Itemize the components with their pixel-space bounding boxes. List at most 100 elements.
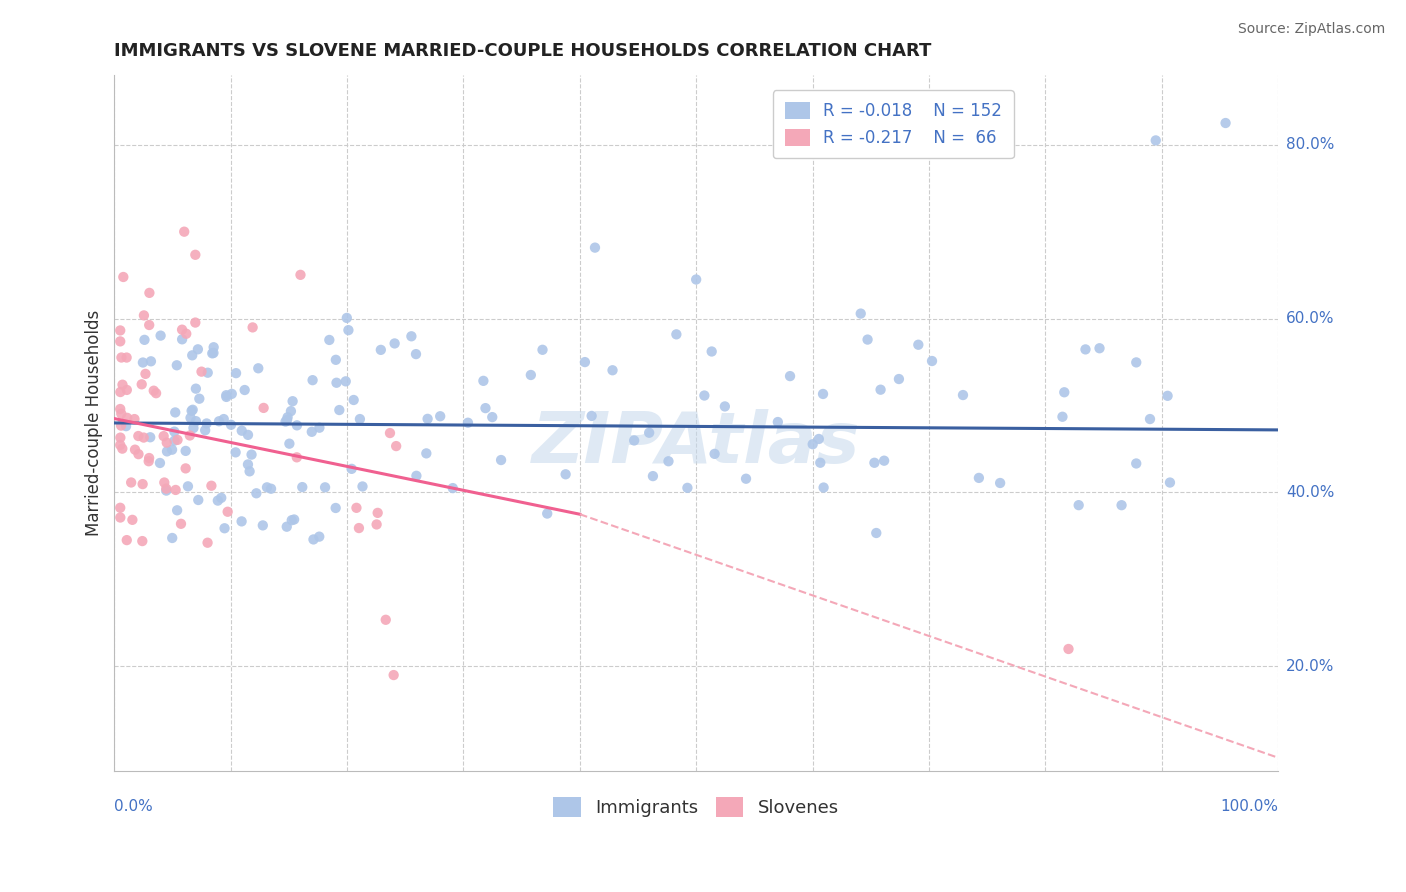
Point	[110, 500, 132, 515]
Point	[813, 481, 835, 495]
Point	[863, 456, 886, 470]
Point	[1074, 343, 1097, 357]
Point	[155, 483, 177, 498]
Text: 0.0%: 0.0%	[114, 798, 153, 814]
Point	[214, 521, 236, 535]
Point	[236, 428, 259, 442]
Point	[195, 417, 218, 431]
Point	[138, 450, 160, 465]
Point	[347, 521, 370, 535]
Point	[536, 507, 558, 521]
Point	[120, 475, 142, 490]
Point	[180, 410, 202, 425]
Point	[183, 421, 205, 435]
Point	[638, 425, 661, 440]
Point	[856, 333, 879, 347]
Point	[160, 531, 183, 545]
Point	[142, 384, 165, 398]
Point	[366, 517, 388, 532]
Text: 40.0%: 40.0%	[1286, 485, 1334, 500]
Point	[574, 355, 596, 369]
Point	[531, 343, 554, 357]
Point	[225, 445, 247, 459]
Point	[215, 388, 238, 402]
Point	[181, 348, 204, 362]
Point	[314, 480, 336, 494]
Point	[685, 272, 707, 286]
Point	[703, 447, 725, 461]
Point	[127, 429, 149, 443]
Point	[808, 456, 831, 470]
Point	[139, 354, 162, 368]
Point	[179, 428, 201, 442]
Point	[115, 410, 138, 425]
Point	[276, 413, 298, 427]
Text: 60.0%: 60.0%	[1286, 311, 1334, 326]
Point	[887, 372, 910, 386]
Point	[231, 424, 253, 438]
Point	[221, 387, 243, 401]
Point	[166, 433, 188, 447]
Point	[1053, 385, 1076, 400]
Point	[374, 613, 396, 627]
Point	[177, 479, 200, 493]
Point	[138, 285, 160, 300]
Point	[378, 425, 401, 440]
Point	[641, 469, 664, 483]
Point	[1144, 133, 1167, 147]
Point	[554, 467, 576, 482]
Point	[145, 386, 167, 401]
Point	[1067, 498, 1090, 512]
Point	[131, 377, 153, 392]
Point	[163, 425, 186, 439]
Point	[138, 454, 160, 468]
Point	[170, 323, 193, 337]
Point	[187, 493, 209, 508]
Point	[207, 493, 229, 508]
Point	[163, 434, 186, 448]
Point	[1125, 355, 1147, 369]
Point	[281, 394, 304, 409]
Point	[665, 327, 688, 342]
Point	[131, 534, 153, 549]
Point	[335, 375, 357, 389]
Point	[302, 533, 325, 547]
Point	[801, 437, 824, 451]
Point	[184, 414, 207, 428]
Point	[184, 382, 207, 396]
Point	[489, 453, 512, 467]
Point	[325, 376, 347, 390]
Point	[283, 512, 305, 526]
Text: ZIPAtlas: ZIPAtlas	[531, 409, 860, 478]
Point	[676, 481, 699, 495]
Point	[197, 366, 219, 380]
Point	[252, 401, 274, 415]
Point	[382, 668, 405, 682]
Point	[325, 500, 347, 515]
Point	[152, 429, 174, 443]
Point	[602, 363, 624, 377]
Point	[252, 518, 274, 533]
Point	[200, 479, 222, 493]
Point	[285, 450, 308, 465]
Point	[308, 420, 330, 434]
Point	[277, 410, 299, 425]
Point	[349, 412, 371, 426]
Point	[274, 415, 297, 429]
Point	[153, 475, 176, 490]
Point	[110, 351, 132, 365]
Point	[115, 533, 138, 548]
Text: 80.0%: 80.0%	[1286, 137, 1334, 153]
Point	[174, 443, 197, 458]
Point	[209, 491, 232, 505]
Point	[405, 468, 427, 483]
Point	[472, 374, 495, 388]
Point	[623, 434, 645, 448]
Point	[156, 444, 179, 458]
Point	[1088, 341, 1111, 355]
Point	[766, 415, 789, 429]
Point	[181, 402, 204, 417]
Point	[110, 323, 132, 337]
Point	[337, 323, 360, 337]
Point	[110, 407, 132, 421]
